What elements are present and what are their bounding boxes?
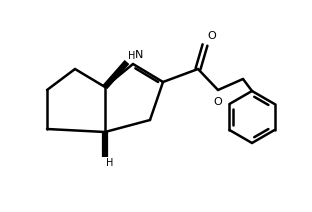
Text: O: O [207,31,216,41]
Text: H: H [106,158,113,168]
Text: H: H [128,51,135,61]
Text: O: O [214,97,222,107]
Text: N: N [135,50,144,60]
